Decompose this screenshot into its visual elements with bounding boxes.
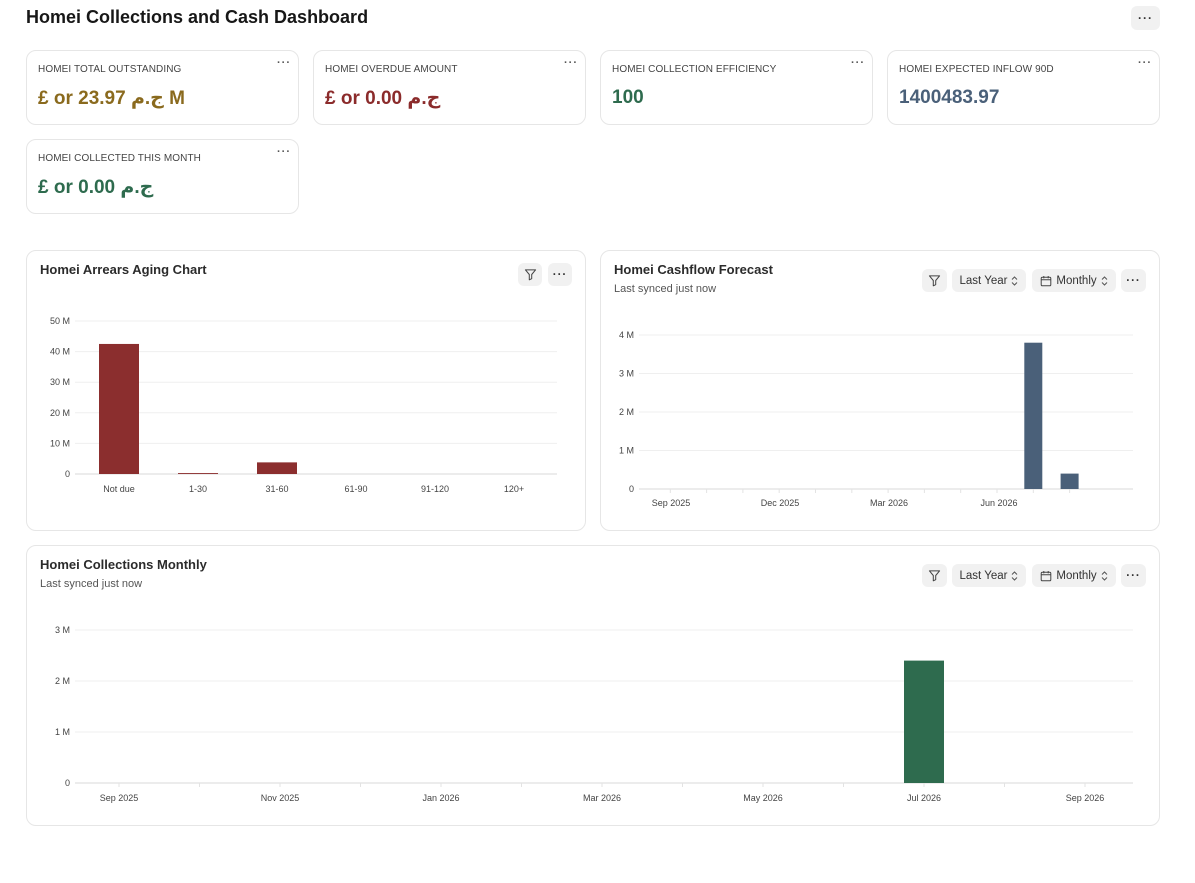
kpi-label: HOMEI COLLECTION EFFICIENCY	[612, 64, 777, 75]
cashflow-forecast-chart: 0 1 M 2 M 3 M 4 M Sep 2025 Dec 2025 Mar 2026 Jun…	[619, 330, 1133, 508]
kpi-menu-button[interactable]: ···	[277, 146, 291, 158]
chevron-updown-icon	[1101, 275, 1107, 286]
y-tick-label: 50 M	[50, 316, 70, 326]
y-tick-label: 0	[629, 484, 634, 494]
kpi-value: £ or 23.97 ج.م M	[38, 88, 185, 109]
collections-monthly-card: 0 1 M 2 M 3 M Sep 2025 Nov 2025 Jan 2026 Mar 20…	[26, 545, 1160, 826]
x-tick-label: 91-120	[421, 484, 449, 494]
chevron-updown-icon	[1012, 570, 1018, 581]
period-select[interactable]: Last Year	[952, 564, 1026, 587]
kpi-label: HOMEI TOTAL OUTSTANDING	[38, 64, 182, 75]
kpi-value: £ or 0.00 ج.م	[325, 88, 441, 109]
x-tick-label: 31-60	[265, 484, 288, 494]
x-tick-label: May 2026	[743, 793, 783, 803]
chart-menu-button[interactable]: ···	[1121, 564, 1146, 587]
sync-status: Last synced just now	[40, 578, 143, 590]
chevron-updown-icon	[1012, 275, 1018, 286]
bar-Not due	[99, 343, 139, 474]
chart-menu-button[interactable]: ···	[548, 263, 572, 286]
bar-1-30	[178, 473, 218, 474]
y-tick-label: 3 M	[55, 625, 70, 635]
y-tick-label: 30 M	[50, 377, 70, 387]
y-tick-label: 2 M	[619, 407, 634, 417]
interval-select-label: Monthly	[1056, 569, 1097, 582]
period-select[interactable]: Last Year	[952, 269, 1026, 292]
filter-icon	[524, 269, 536, 281]
kpi-card-expected-inflow: HOMEI EXPECTED INFLOW 90D ··· 1400483.97	[887, 50, 1160, 125]
x-tick-label: 61-90	[344, 484, 367, 494]
y-tick-label: 2 M	[55, 676, 70, 686]
y-tick-label: 1 M	[55, 727, 70, 737]
arrears-aging-chart: 0 10 M 20 M 30 M 40 M 50 M Not due 1-30 31-60 61-…	[50, 316, 557, 494]
sync-status: Last synced just now	[614, 283, 717, 295]
kpi-card-overdue-amount: HOMEI OVERDUE AMOUNT ··· £ or 0.00 ج.م	[313, 50, 586, 125]
y-tick-label: 40 M	[50, 347, 70, 357]
y-tick-label: 0	[65, 778, 70, 788]
x-tick-label: Mar 2026	[870, 498, 908, 508]
kpi-value: 100	[612, 87, 644, 108]
x-tick-label: Dec 2025	[761, 498, 800, 508]
bar-Jul-2026	[1024, 342, 1043, 489]
kpi-menu-button[interactable]: ···	[1138, 57, 1152, 69]
kpi-value: 1400483.97	[899, 87, 1000, 108]
kpi-label: HOMEI COLLECTED THIS MONTH	[38, 153, 201, 164]
filter-button[interactable]	[922, 564, 947, 587]
x-tick-label: Sep 2026	[1066, 793, 1105, 803]
y-tick-label: 1 M	[619, 446, 634, 456]
y-tick-label: 3 M	[619, 369, 634, 379]
filter-icon	[928, 570, 941, 582]
interval-select[interactable]: Monthly	[1032, 564, 1116, 587]
period-select-label: Last Year	[959, 569, 1008, 582]
kpi-card-collection-efficiency: HOMEI COLLECTION EFFICIENCY ··· 100	[600, 50, 873, 125]
y-tick-label: 20 M	[50, 408, 70, 418]
x-tick-label: 1-30	[189, 484, 207, 494]
cashflow-forecast-card: 0 1 M 2 M 3 M 4 M Sep 2025 Dec 2025 Mar 2026 Jun…	[600, 250, 1160, 531]
calendar-icon	[1041, 570, 1052, 581]
kpi-card-collected-this-month: HOMEI COLLECTED THIS MONTH ··· £ or 0.00…	[26, 139, 299, 214]
kpi-card-total-outstanding: HOMEI TOTAL OUTSTANDING ··· £ or 23.97 ج…	[26, 50, 299, 125]
x-tick-label: Jan 2026	[422, 793, 459, 803]
collections-monthly-chart: 0 1 M 2 M 3 M Sep 2025 Nov 2025 Jan 2026 Mar 20…	[55, 625, 1133, 803]
x-tick-label: Jul 2026	[907, 793, 941, 803]
x-tick-label: Sep 2025	[100, 793, 139, 803]
x-tick-label: Nov 2025	[261, 793, 300, 803]
x-tick-label: Mar 2026	[583, 793, 621, 803]
chevron-updown-icon	[1101, 570, 1107, 581]
kpi-label: HOMEI OVERDUE AMOUNT	[325, 64, 458, 75]
bar-31-60	[257, 462, 297, 474]
page-menu-button[interactable]: ···	[1131, 6, 1160, 30]
kpi-label: HOMEI EXPECTED INFLOW 90D	[899, 64, 1054, 75]
page-title: Homei Collections and Cash Dashboard	[26, 7, 369, 27]
x-tick-label: Jun 2026	[980, 498, 1017, 508]
chart-menu-button[interactable]: ···	[1121, 269, 1146, 292]
interval-select[interactable]: Monthly	[1032, 269, 1116, 292]
kpi-menu-button[interactable]: ···	[277, 57, 291, 69]
kpi-value: £ or 0.00 ج.م	[38, 177, 154, 198]
kpi-menu-button[interactable]: ···	[851, 57, 865, 69]
chart-title: Homei Collections Monthly	[40, 557, 207, 572]
y-tick-label: 0	[65, 469, 70, 479]
x-tick-label: Sep 2025	[652, 498, 691, 508]
y-tick-label: 4 M	[619, 330, 634, 340]
bar-Aug-2026	[1060, 473, 1079, 489]
filter-button[interactable]	[922, 269, 947, 292]
x-tick-label: 120+	[504, 484, 524, 494]
interval-select-label: Monthly	[1056, 274, 1097, 287]
y-tick-label: 10 M	[50, 438, 70, 448]
chart-title: Homei Cashflow Forecast	[614, 262, 773, 277]
bar-Jul-2026	[904, 660, 944, 783]
arrears-aging-card: 0 10 M 20 M 30 M 40 M 50 M Not due 1-30 31-60 61-…	[26, 250, 586, 531]
chart-title: Homei Arrears Aging Chart	[40, 262, 207, 277]
kpi-menu-button[interactable]: ···	[564, 57, 578, 69]
x-tick-label: Not due	[103, 484, 135, 494]
filter-icon	[928, 275, 941, 287]
filter-button[interactable]	[518, 263, 542, 286]
period-select-label: Last Year	[959, 274, 1008, 287]
calendar-icon	[1041, 275, 1052, 286]
